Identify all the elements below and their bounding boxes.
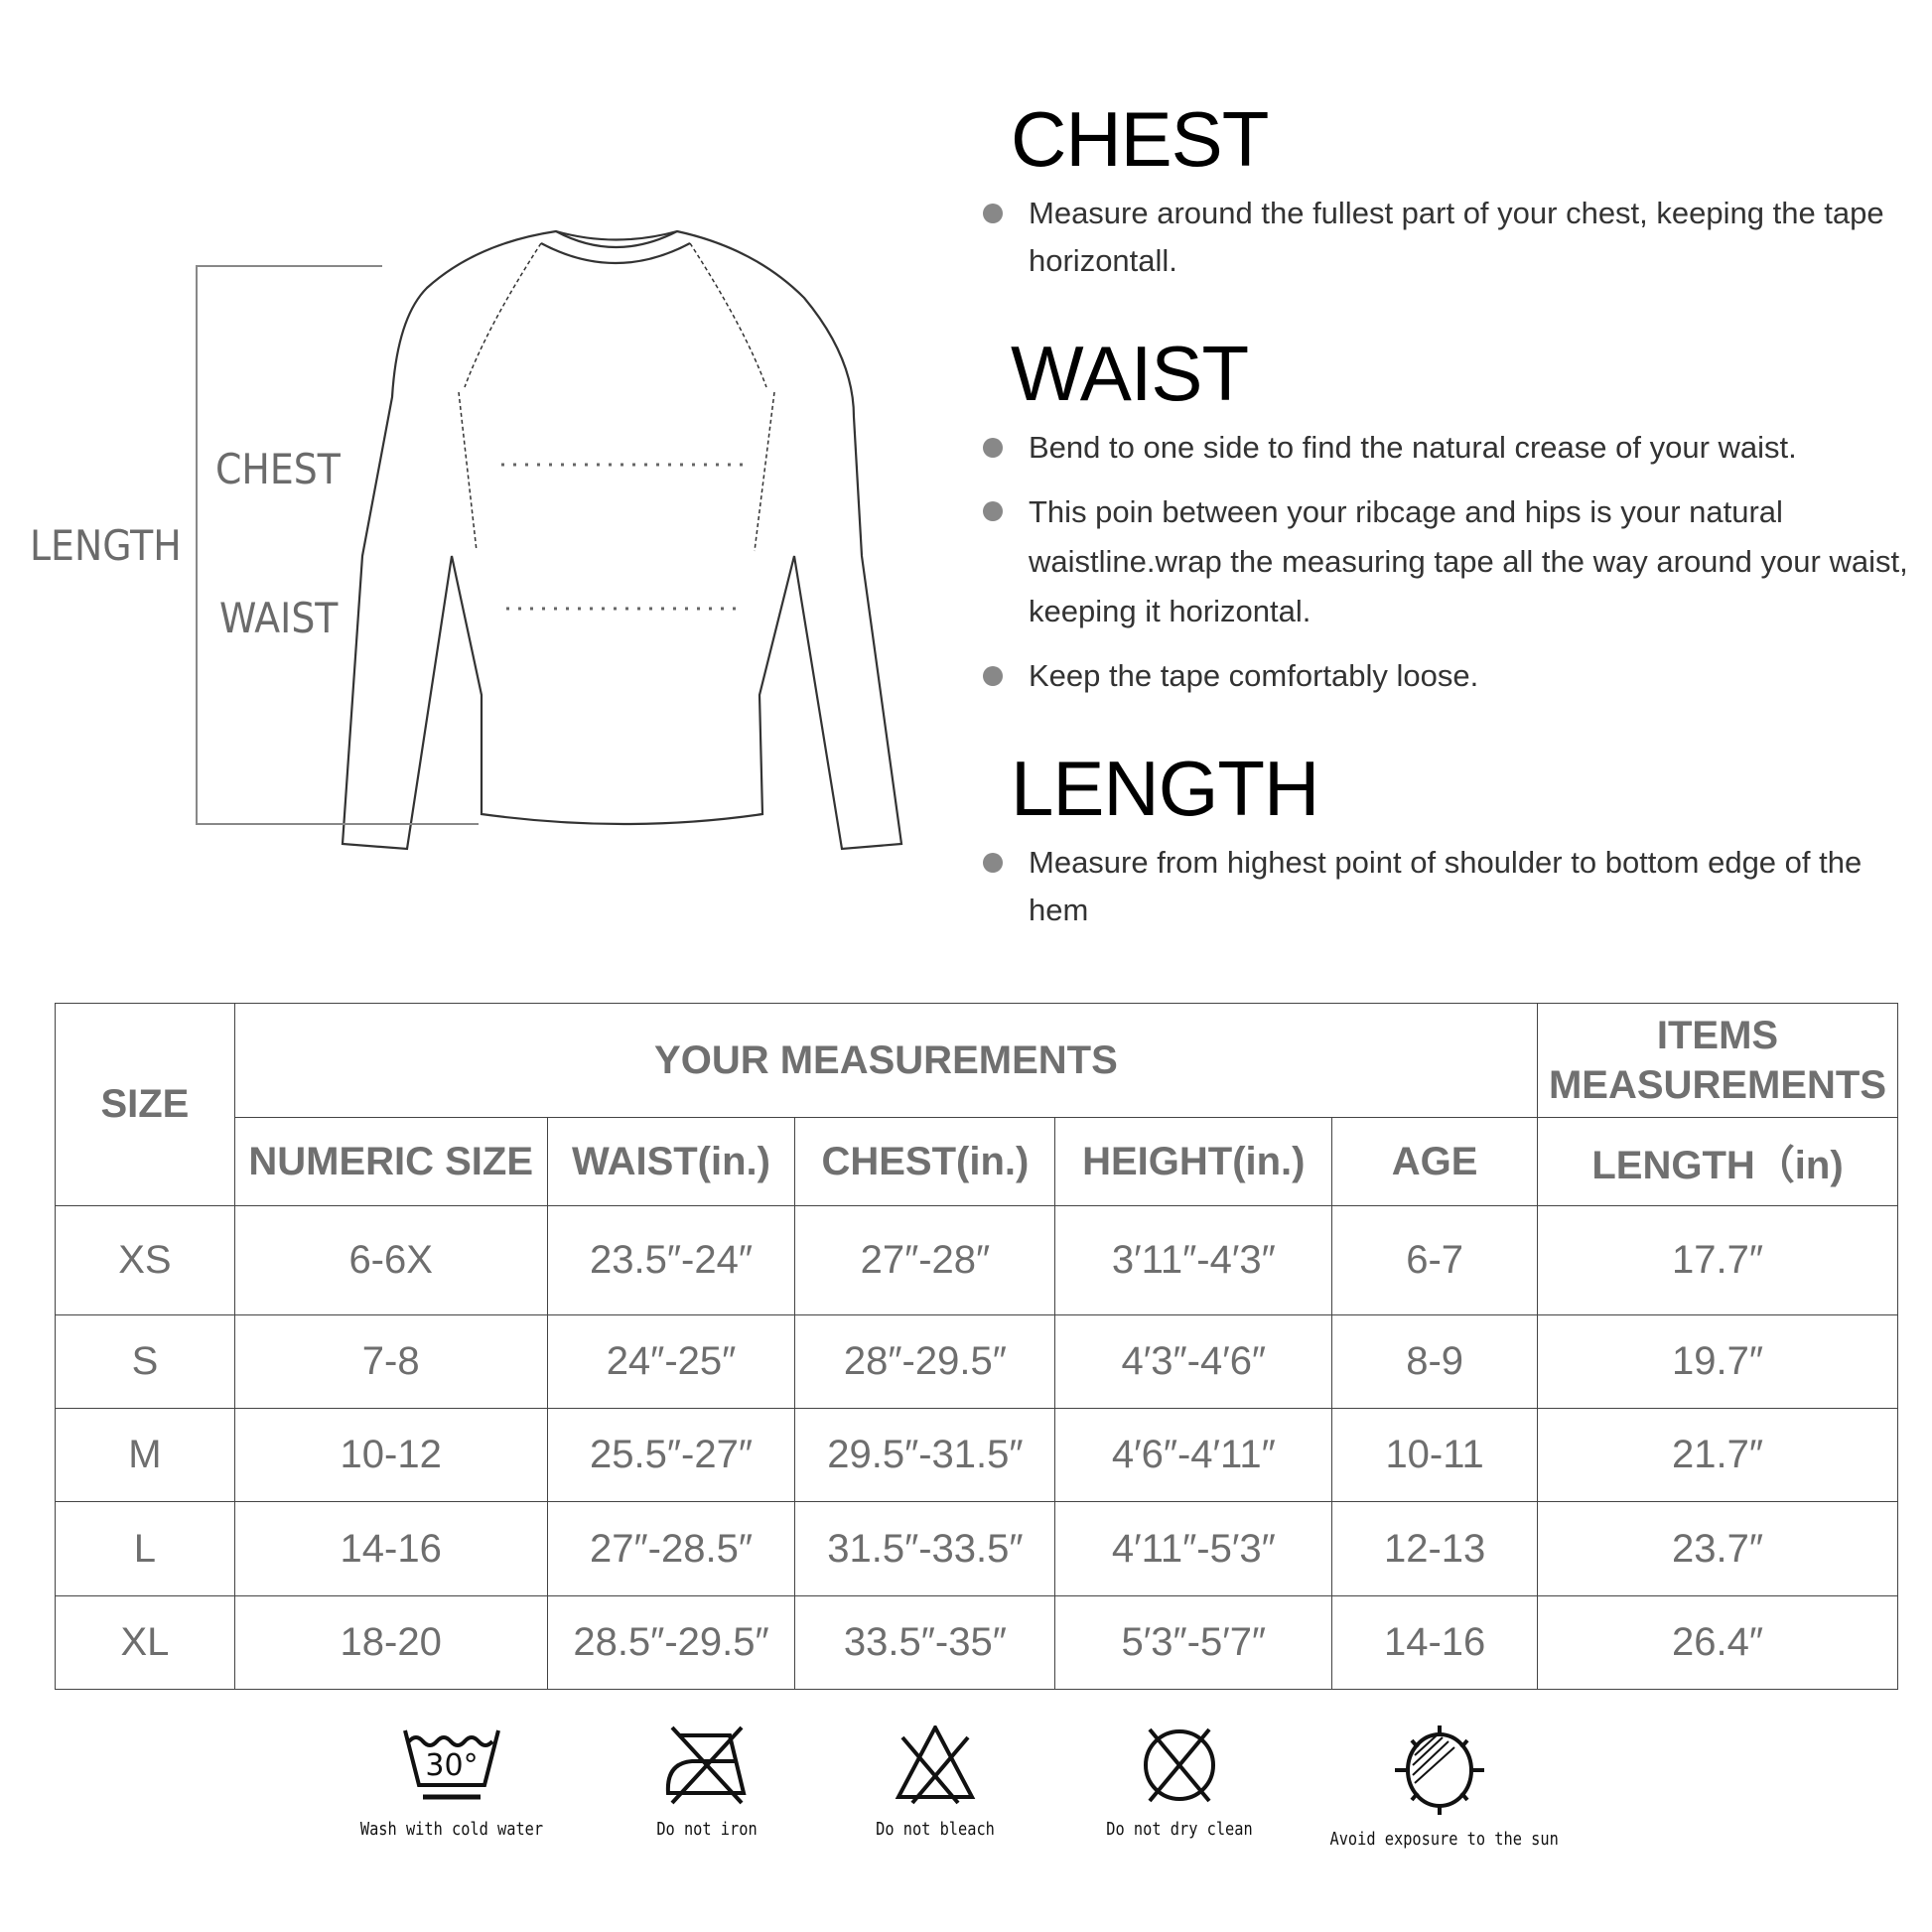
no-bleach-icon — [895, 1725, 976, 1805]
table-cell: 3′11″-4′3″ — [1054, 1205, 1333, 1315]
table-cell: 28.5″-29.5″ — [546, 1595, 796, 1690]
size-chart-table: SIZE YOUR MEASUREMENTS ITEMS MEASUREMENT… — [55, 1003, 1898, 1690]
waist-section: WAIST Bend to one side to find the natur… — [983, 329, 1926, 700]
svg-text:30°: 30° — [425, 1748, 478, 1783]
table-cell: 6-6X — [233, 1205, 548, 1315]
length-bullet: Measure from highest point of shoulder t… — [983, 839, 1926, 934]
table-row: M 10-12 25.5″-27″ 29.5″-31.5″ 4′6″-4′11″ 10-1… — [55, 1408, 1898, 1502]
table-cell: 23.5″-24″ — [546, 1205, 796, 1315]
waist-label: WAIST — [219, 594, 339, 642]
measuring-instructions: CHEST Measure around the fullest part of… — [983, 94, 1926, 978]
table-cell: 24″-25″ — [546, 1314, 796, 1409]
size-cell: L — [55, 1501, 235, 1596]
size-cell: XS — [55, 1205, 235, 1315]
care-label: Avoid exposure to the sun — [1329, 1829, 1559, 1850]
table-row: L 14-16 27″-28.5″ 31.5″-33.5″ 4′11″-5′3″ 12-1… — [55, 1501, 1898, 1596]
table-cell: 4′3″-4′6″ — [1054, 1314, 1333, 1409]
waist-heading: WAIST — [1011, 330, 1249, 417]
your-measurements-header: YOUR MEASUREMENTS — [233, 1003, 1539, 1118]
table-cell: 14-16 — [1331, 1595, 1538, 1690]
col-header: WAIST(in.) — [546, 1117, 796, 1206]
table-row: XS 6-6X 23.5″-24″ 27″-28″ 3′11″-4′3″ 6-7 17.7″ — [55, 1205, 1898, 1315]
no-dry-clean-icon — [1144, 1727, 1215, 1803]
table-cell: 27″-28.5″ — [546, 1501, 796, 1596]
table-cell: 4′6″-4′11″ — [1054, 1408, 1333, 1502]
table-cell: 12-13 — [1331, 1501, 1538, 1596]
table-cell: 14-16 — [233, 1501, 548, 1596]
care-bleach: Do not bleach — [806, 1725, 1064, 1840]
table-cell: 33.5″-35″ — [794, 1595, 1056, 1690]
table-cell: 27″-28″ — [794, 1205, 1056, 1315]
waist-bullet: Keep the tape comfortably loose. — [983, 652, 1926, 700]
size-cell: M — [55, 1408, 235, 1502]
wash-30-icon: 30° — [403, 1729, 500, 1800]
table-cell: 31.5″-33.5″ — [794, 1501, 1056, 1596]
size-cell: S — [55, 1314, 235, 1409]
chest-section: CHEST Measure around the fullest part of… — [983, 94, 1926, 285]
length-section: LENGTH Measure from highest point of sho… — [983, 744, 1926, 934]
size-header: SIZE — [55, 1003, 235, 1206]
waist-bullet: Bend to one side to find the natural cre… — [983, 424, 1926, 472]
table-cell: 7-8 — [233, 1314, 548, 1409]
care-label: Do not iron — [656, 1819, 758, 1840]
shirt-diagram — [196, 229, 903, 851]
table-cell: 10-12 — [233, 1408, 548, 1502]
table-cell: 10-11 — [1331, 1408, 1538, 1502]
table-cell: 8-9 — [1331, 1314, 1538, 1409]
table-cell: 4′11″-5′3″ — [1054, 1501, 1333, 1596]
table-cell: 25.5″-27″ — [546, 1408, 796, 1502]
no-sun-icon — [1395, 1725, 1484, 1815]
table-cell: 26.4″ — [1537, 1595, 1898, 1690]
care-dryclean: Do not dry clean — [1050, 1725, 1309, 1840]
chest-bullet: Measure around the fullest part of your … — [983, 190, 1926, 285]
no-iron-icon — [665, 1725, 747, 1805]
table-cell: 19.7″ — [1537, 1314, 1898, 1409]
care-label: Do not bleach — [876, 1819, 995, 1840]
table-row: S 7-8 24″-25″ 28″-29.5″ 4′3″-4′6″ 8-9 19.7″ — [55, 1314, 1898, 1409]
care-label: Do not dry clean — [1106, 1819, 1253, 1840]
table-cell: 29.5″-31.5″ — [794, 1408, 1056, 1502]
care-label: Wash with cold water — [359, 1819, 544, 1840]
length-heading: LENGTH — [1011, 745, 1319, 832]
size-cell: XL — [55, 1595, 235, 1690]
table-cell: 6-7 — [1331, 1205, 1538, 1315]
col-header: HEIGHT(in.) — [1054, 1117, 1333, 1206]
table-cell: 17.7″ — [1537, 1205, 1898, 1315]
care-sun: Avoid exposure to the sun — [1311, 1725, 1569, 1850]
col-header: AGE — [1331, 1117, 1538, 1206]
length-label: LENGTH — [30, 521, 182, 570]
items-measurements-header: ITEMS MEASUREMENTS — [1537, 1003, 1898, 1118]
table-cell: 21.7″ — [1537, 1408, 1898, 1502]
col-header: CHEST(in.) — [794, 1117, 1056, 1206]
table-cell: 5′3″-5′7″ — [1054, 1595, 1333, 1690]
table-cell: 18-20 — [233, 1595, 548, 1690]
col-header: NUMERIC SIZE — [233, 1117, 548, 1206]
table-cell: 28″-29.5″ — [794, 1314, 1056, 1409]
waist-bullet: This poin between your ribcage and hips … — [983, 487, 1926, 636]
chest-heading: CHEST — [1011, 95, 1269, 183]
col-header: LENGTH（in) — [1537, 1117, 1898, 1206]
chest-label: CHEST — [215, 445, 341, 493]
table-row: XL 18-20 28.5″-29.5″ 33.5″-35″ 5′3″-5′7″ 14-1… — [55, 1595, 1898, 1690]
length-bracket — [196, 265, 479, 825]
care-iron: Do not iron — [578, 1725, 836, 1840]
table-cell: 23.7″ — [1537, 1501, 1898, 1596]
care-wash: 30° Wash with cold water — [323, 1725, 581, 1840]
